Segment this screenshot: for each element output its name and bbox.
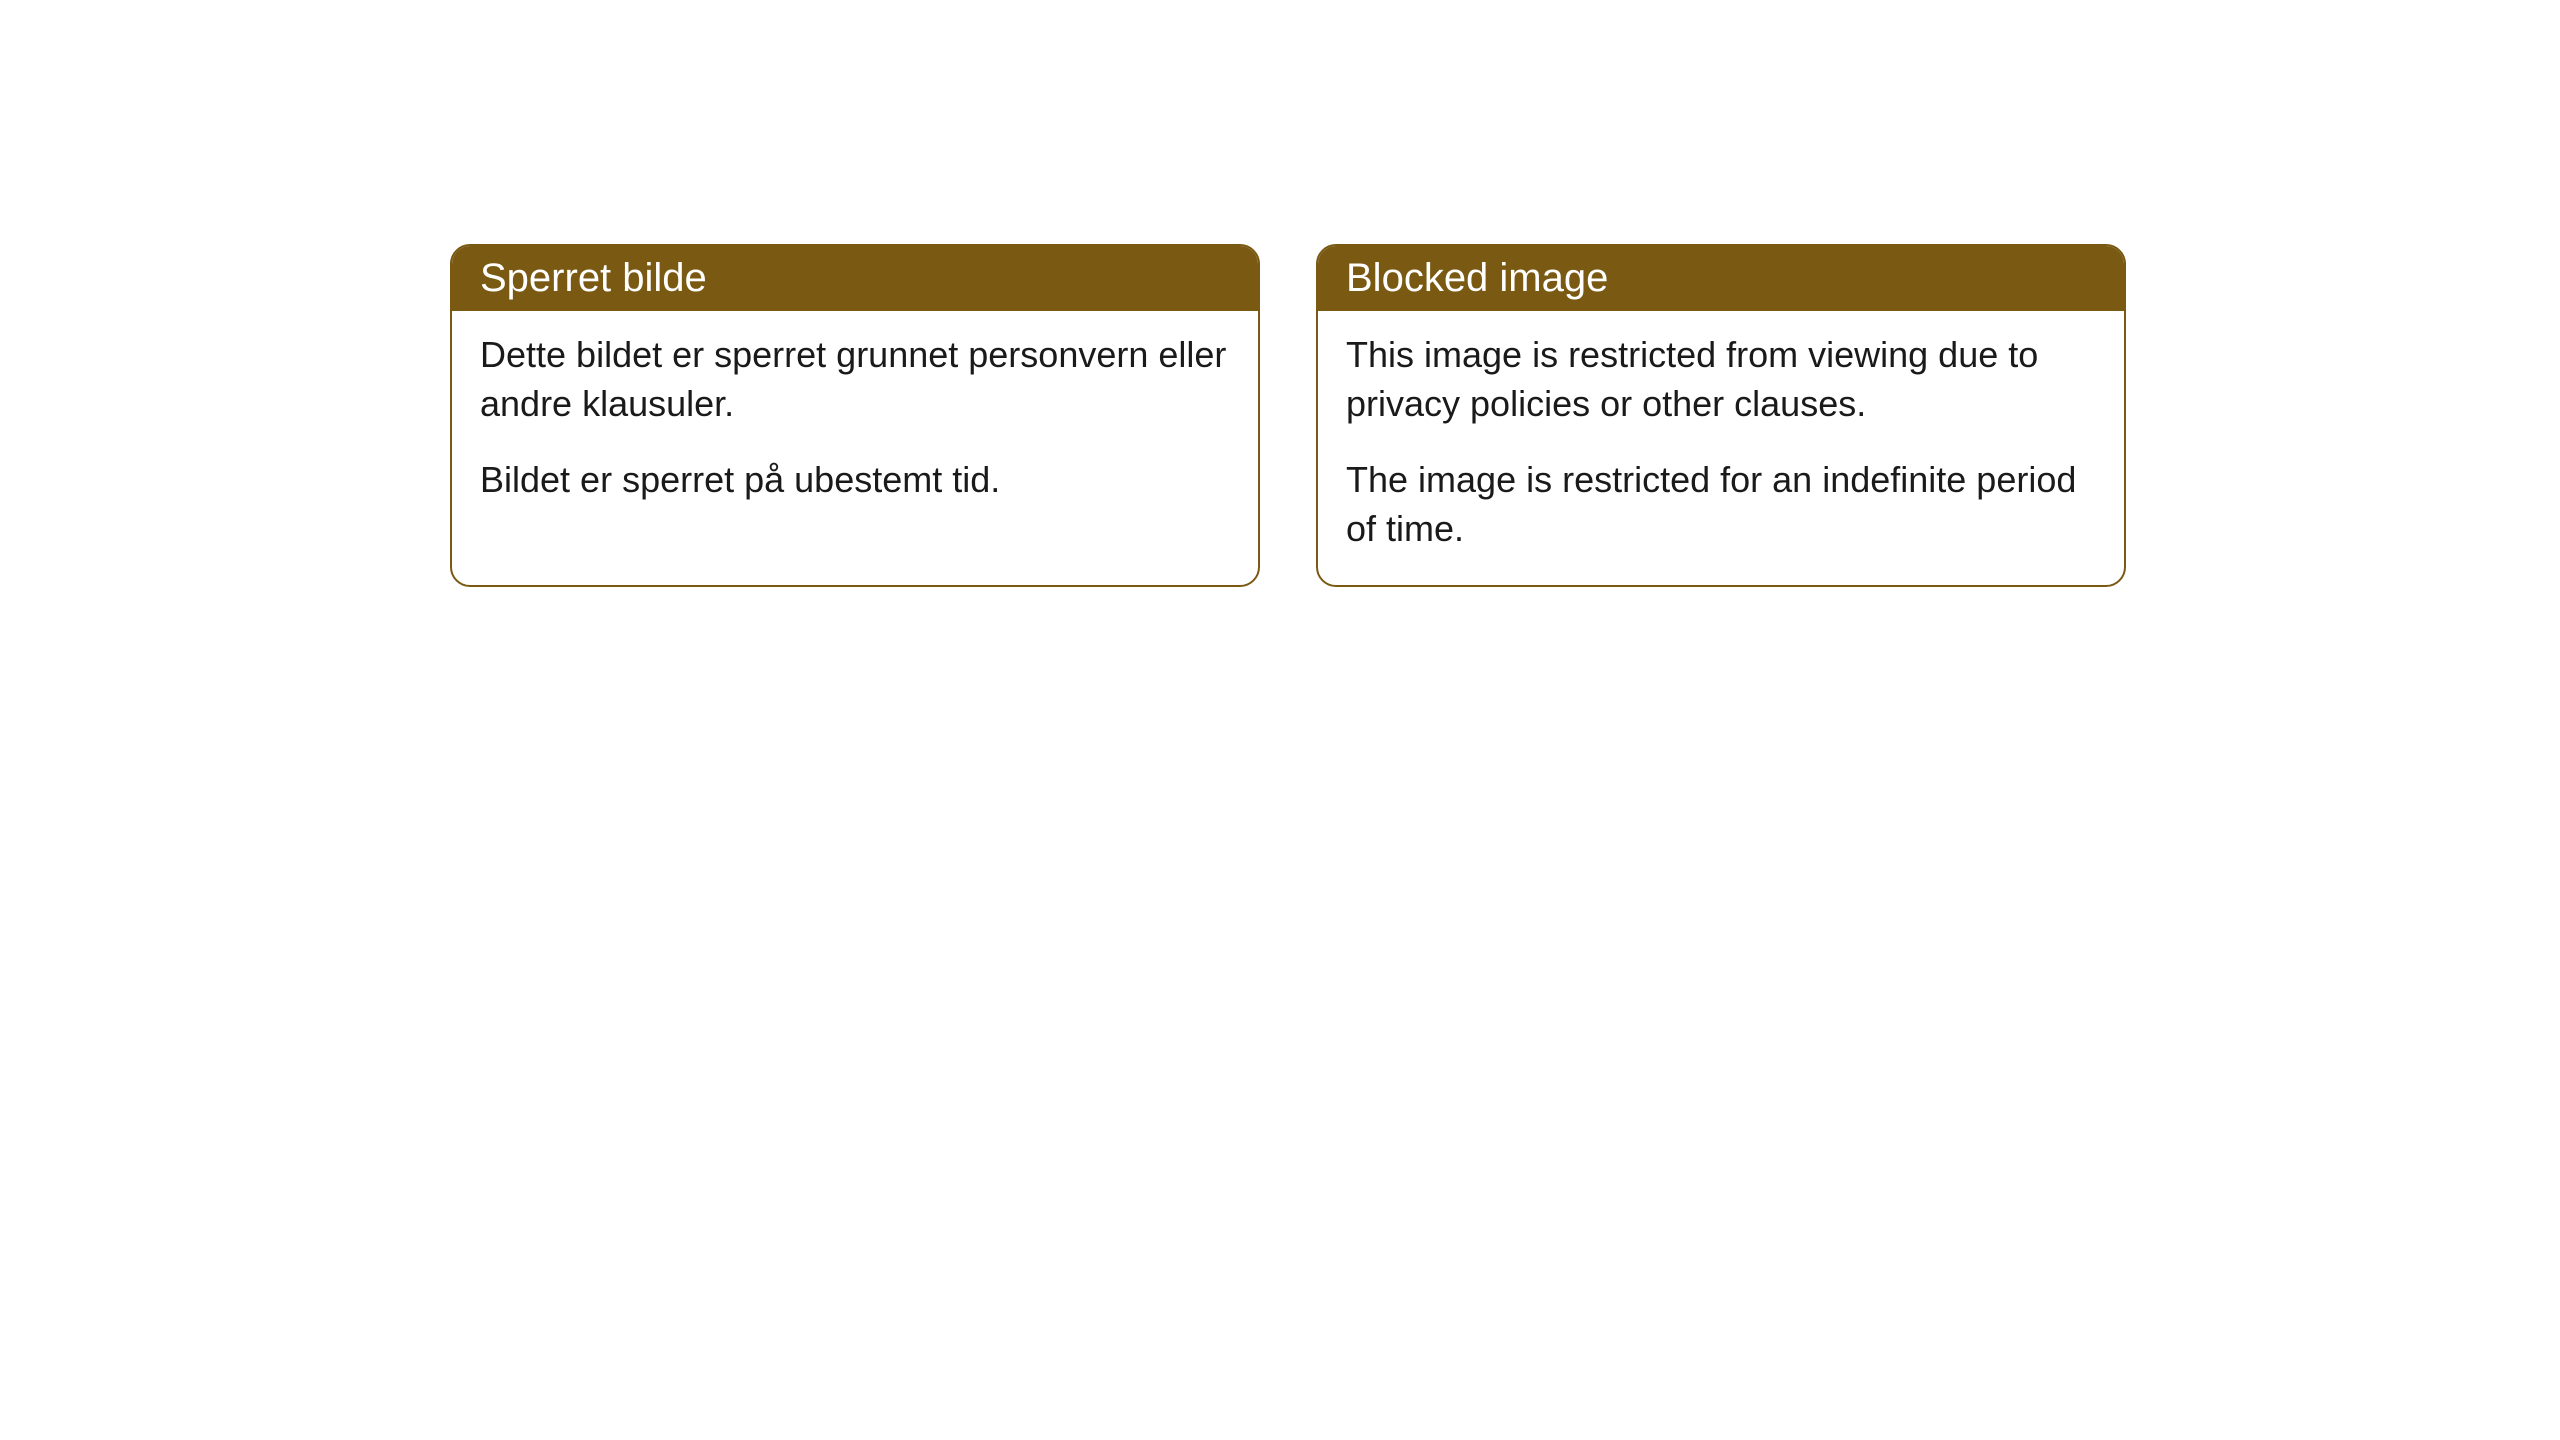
notice-card-english: Blocked image This image is restricted f…: [1316, 244, 2126, 587]
card-header: Blocked image: [1318, 246, 2124, 311]
notice-cards-container: Sperret bilde Dette bildet er sperret gr…: [450, 244, 2126, 587]
card-paragraph-1: This image is restricted from viewing du…: [1346, 331, 2096, 428]
card-paragraph-2: The image is restricted for an indefinit…: [1346, 456, 2096, 553]
card-title: Sperret bilde: [480, 256, 707, 300]
card-title: Blocked image: [1346, 256, 1608, 300]
notice-card-norwegian: Sperret bilde Dette bildet er sperret gr…: [450, 244, 1260, 587]
card-body: This image is restricted from viewing du…: [1318, 311, 2124, 585]
card-header: Sperret bilde: [452, 246, 1258, 311]
card-paragraph-2: Bildet er sperret på ubestemt tid.: [480, 456, 1230, 505]
card-paragraph-1: Dette bildet er sperret grunnet personve…: [480, 331, 1230, 428]
card-body: Dette bildet er sperret grunnet personve…: [452, 311, 1258, 537]
